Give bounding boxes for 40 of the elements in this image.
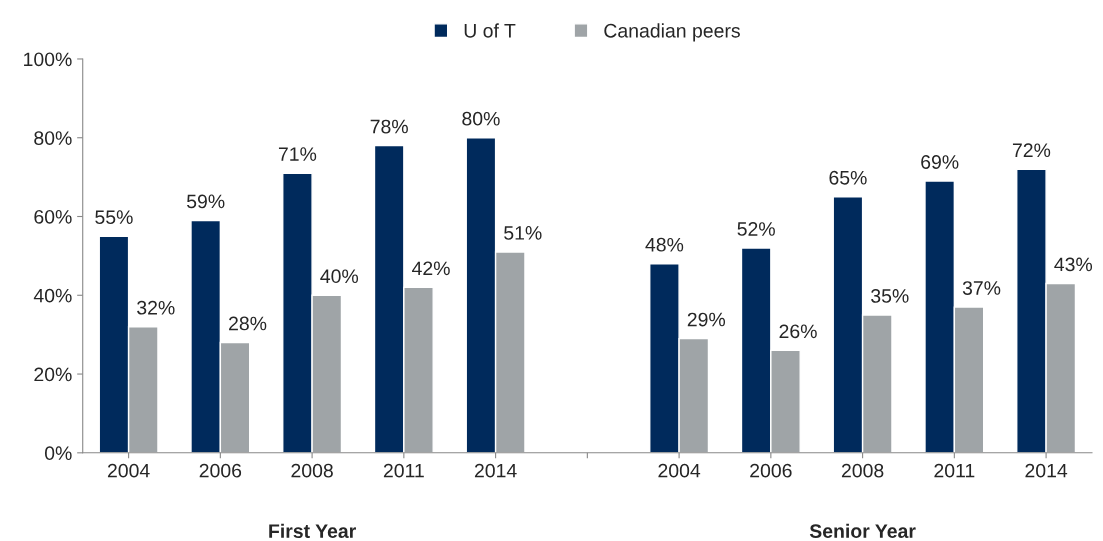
y-tick-label: 60%	[34, 209, 72, 224]
data-label: 37%	[962, 281, 1001, 295]
data-label: 35%	[871, 289, 909, 303]
data-label: 29%	[687, 312, 726, 327]
data-label: 40%	[320, 269, 359, 284]
x-tick-label: 2014	[474, 463, 517, 478]
legend-label: Canadian peers	[604, 23, 740, 42]
x-tick-label: 2006	[750, 463, 792, 478]
x-tick-label: 2008	[291, 463, 333, 478]
legend-label: U of T	[464, 23, 516, 38]
data-label: 69%	[921, 155, 959, 169]
data-label: 43%	[1054, 257, 1093, 272]
text: Senior Year	[809, 523, 916, 538]
data-label: 32%	[137, 300, 175, 315]
data-label: 28%	[229, 316, 267, 331]
y-tick-label: 20%	[34, 367, 72, 382]
x-tick-label: 2014	[1025, 463, 1068, 478]
data-label: 51%	[504, 226, 542, 240]
data-label: 71%	[278, 147, 317, 161]
x-tick-label: 2011	[383, 463, 424, 478]
data-label: 42%	[412, 261, 450, 276]
data-label: 78%	[370, 119, 408, 134]
x-tick-label: 2006	[199, 463, 242, 478]
data-label: 48%	[645, 237, 684, 252]
x-tick-label: 2011	[934, 463, 975, 478]
x-tick-label: 2004	[107, 463, 150, 478]
y-tick-label: 80%	[34, 131, 72, 145]
data-label: 52%	[737, 222, 775, 236]
y-tick-label: 100%	[24, 52, 72, 67]
x-tick-label: 2008	[841, 463, 884, 478]
data-label: 72%	[1012, 143, 1051, 157]
y-tick-label: 40%	[33, 288, 72, 303]
data-label: 80%	[462, 111, 500, 126]
data-label: 26%	[779, 324, 817, 339]
data-label: 65%	[829, 170, 867, 185]
x-tick-label: 2004	[658, 463, 701, 478]
text: First Year	[269, 523, 356, 538]
data-label: 59%	[186, 194, 225, 209]
y-tick-label: 0%	[44, 446, 72, 461]
data-label: 55%	[95, 210, 133, 225]
